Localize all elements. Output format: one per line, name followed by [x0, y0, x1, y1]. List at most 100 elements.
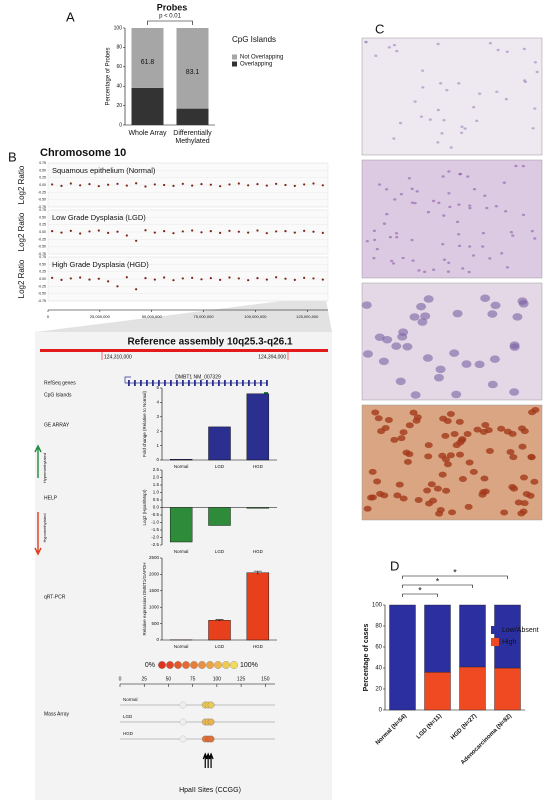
cell: [441, 175, 445, 178]
missing-site: [179, 735, 187, 743]
track-label: GE ARRAY: [44, 422, 70, 428]
cell: [385, 188, 389, 191]
panel-label: A: [66, 9, 75, 24]
exon: [158, 380, 160, 386]
coordinate: 124,394,000: [258, 354, 286, 360]
zoom-title: Reference assembly 10q25.3-q26.1: [127, 337, 293, 348]
cell: [435, 510, 444, 517]
coordinate: 124,310,000: [104, 354, 132, 360]
cell: [410, 187, 414, 191]
point: [256, 229, 259, 232]
y-tick-label: 0.0: [153, 505, 160, 510]
point: [200, 278, 203, 281]
cell: [472, 105, 476, 109]
point: [107, 231, 110, 234]
cell: [410, 201, 415, 204]
y-tick-label: -0.25: [38, 284, 46, 288]
annotation: p < 0.01: [159, 14, 182, 20]
point: [97, 229, 100, 232]
cell: [392, 137, 396, 140]
cell: [530, 229, 534, 233]
cell: [398, 328, 409, 336]
bar-segment: [494, 667, 521, 711]
x-tick-label: 25,000,000: [90, 314, 111, 319]
cell: [441, 432, 450, 439]
panel-label: C: [375, 21, 384, 36]
legend-label: High: [502, 639, 517, 646]
x-tick-label: 50: [166, 676, 172, 682]
cell: [517, 510, 526, 517]
cell: [509, 230, 513, 234]
annotation: *: [453, 567, 457, 577]
bar: [208, 426, 231, 461]
exon: [206, 380, 208, 386]
x-tick-label: 125,000,000: [296, 314, 319, 319]
y-tick-label: 100: [372, 603, 383, 609]
cell: [502, 181, 506, 184]
value-label: 83.1: [186, 69, 200, 76]
track-label: Mass Array: [44, 711, 70, 717]
cell: [407, 177, 411, 180]
cell: [457, 437, 466, 444]
point: [303, 276, 306, 279]
cell: [475, 119, 479, 123]
y-tick-label: 0.25: [39, 176, 46, 180]
axis-title: Percentage of Probes: [106, 47, 112, 105]
cell: [488, 257, 492, 260]
y-tick-label: -0.75: [38, 252, 46, 256]
point: [191, 229, 194, 232]
cell: [433, 485, 442, 492]
cell: [436, 42, 440, 46]
point: [181, 182, 184, 185]
y-tick-label: 0.50: [39, 262, 46, 266]
y-tick-label: 2.5: [153, 467, 160, 472]
cell: [417, 318, 428, 326]
point: [200, 183, 203, 186]
cell: [457, 233, 461, 236]
cell: [518, 443, 527, 450]
y-tick-label: 1.0: [153, 490, 160, 495]
bar-segment: [424, 604, 451, 673]
cell: [372, 229, 377, 233]
cell: [473, 426, 482, 433]
exon: [134, 380, 136, 386]
y-tick-label: -0.50: [38, 198, 46, 202]
y-tick-label: -0.50: [38, 292, 46, 296]
cell: [494, 205, 498, 208]
cell: [463, 127, 467, 130]
bar: [246, 393, 270, 461]
point: [219, 231, 222, 234]
cell: [445, 88, 449, 92]
x-tick-label: Normal (N=54): [375, 713, 408, 746]
cell: [361, 301, 372, 309]
cell: [433, 373, 444, 382]
cell: [467, 270, 471, 274]
point: [303, 183, 306, 186]
point: [209, 230, 212, 233]
cell: [446, 270, 451, 273]
bar-segment: [459, 604, 486, 668]
y-tick-label: 0.50: [39, 168, 46, 172]
exon: [128, 380, 130, 386]
cell: [377, 183, 382, 186]
y-tick-label: 0.00: [39, 183, 46, 187]
axis-title: Log2 (HpaII/MspI): [142, 489, 147, 526]
x-tick-label: 0: [119, 676, 122, 682]
y-tick-label: 1500: [149, 588, 160, 593]
y-tick-label: 5: [156, 385, 159, 390]
bar: [208, 507, 231, 526]
point: [228, 229, 231, 232]
cell: [533, 237, 537, 240]
legend-swatch: [232, 61, 237, 67]
point: [60, 278, 63, 281]
scale-dot: [221, 661, 230, 670]
cell: [509, 454, 518, 461]
cell: [517, 297, 528, 305]
cell: [373, 478, 382, 485]
cell: [415, 190, 419, 193]
x-tick-label: 125: [237, 676, 246, 682]
scale-label: 100%: [240, 662, 258, 669]
point: [69, 182, 72, 185]
cell: [378, 357, 389, 366]
error-bar: [215, 619, 224, 621]
